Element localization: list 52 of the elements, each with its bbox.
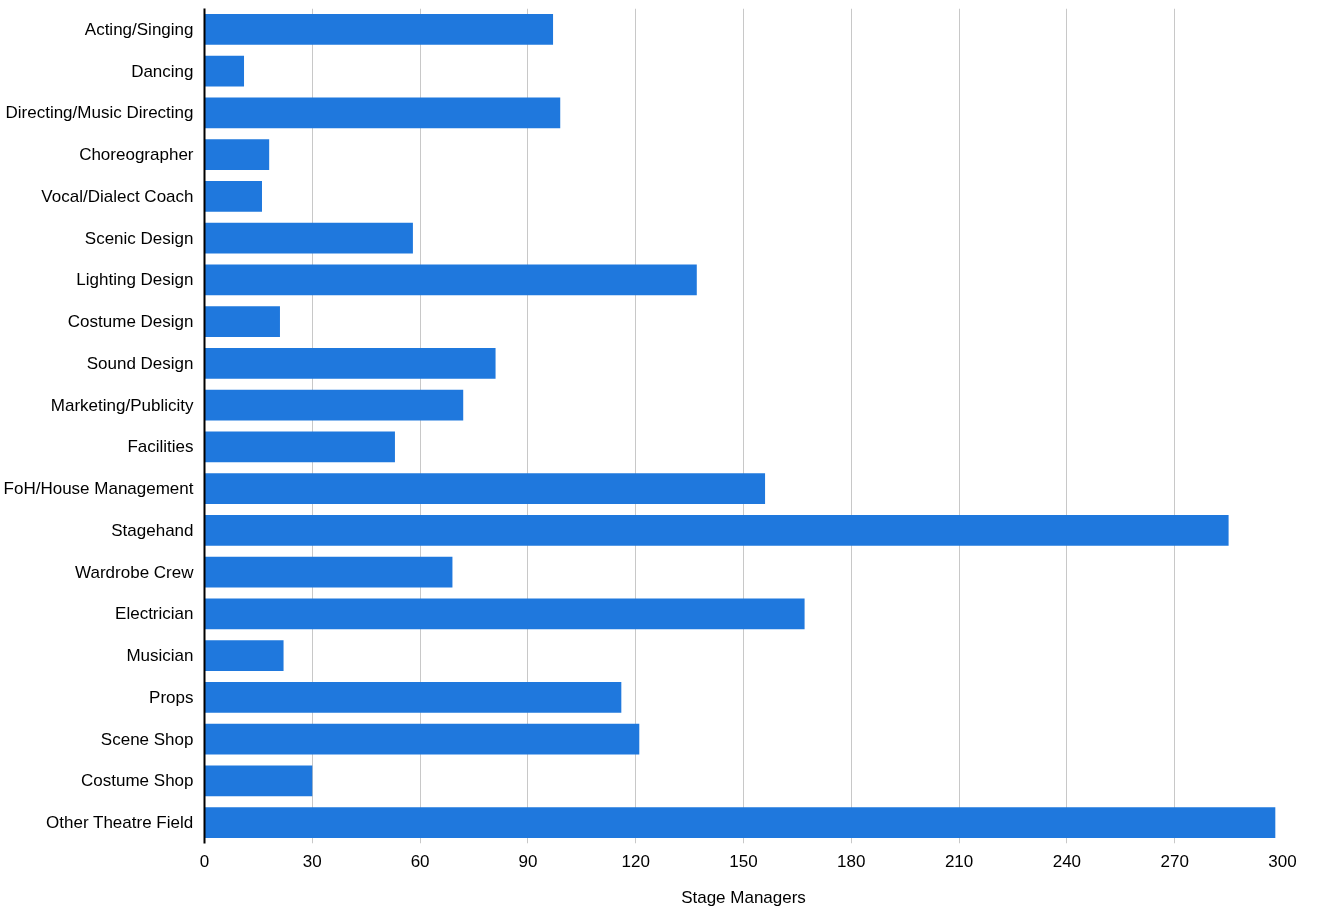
x-tick-label: 300	[1268, 851, 1297, 871]
y-tick-label: Wardrobe Crew	[75, 562, 195, 582]
y-tick-label: Lighting Design	[76, 270, 194, 290]
y-tick-label: Props	[149, 687, 194, 707]
y-tick-label: Marketing/Publicity	[50, 395, 194, 415]
bar	[204, 347, 496, 379]
x-tick-label: 120	[621, 851, 650, 871]
bar	[204, 97, 561, 129]
bar	[204, 222, 413, 254]
x-tick-label: 60	[410, 851, 430, 871]
y-tick-label: Vocal/Dialect Coach	[41, 186, 194, 206]
y-tick-label: Costume Shop	[81, 771, 194, 791]
x-tick-label: 270	[1160, 851, 1189, 871]
x-tick-label: 30	[302, 851, 322, 871]
bar	[204, 180, 262, 212]
bar	[204, 681, 622, 713]
x-tick-label: 150	[729, 851, 758, 871]
y-tick-label: Costume Design	[67, 312, 194, 332]
y-tick-label: Stagehand	[111, 520, 194, 540]
bar	[204, 55, 245, 87]
y-tick-label: Scene Shop	[100, 729, 194, 749]
y-tick-label: Musician	[126, 646, 194, 666]
bar	[204, 264, 697, 296]
bar	[204, 598, 805, 630]
bar	[204, 306, 280, 338]
y-tick-label: FoH/House Management	[3, 479, 194, 499]
x-tick-label: 0	[199, 851, 210, 871]
y-tick-label: Choreographer	[79, 145, 194, 165]
bar	[204, 13, 554, 45]
x-tick-label: 210	[944, 851, 974, 871]
x-axis-title: Stage Managers	[681, 887, 806, 907]
y-tick-label: Acting/Singing	[84, 19, 194, 39]
bar	[204, 807, 1276, 839]
bar	[204, 723, 640, 755]
bar	[204, 765, 313, 797]
bar	[204, 431, 395, 463]
y-tick-label: Facilities	[127, 437, 194, 457]
x-tick-label: 180	[837, 851, 866, 871]
bar	[204, 640, 284, 672]
y-tick-label: Scenic Design	[84, 228, 194, 248]
y-tick-label: Directing/Music Directing	[5, 103, 194, 123]
x-tick-label: 240	[1052, 851, 1082, 871]
bar	[204, 514, 1229, 546]
y-tick-label: Other Theatre Field	[46, 813, 194, 833]
bar	[204, 556, 453, 588]
x-tick-label: 90	[518, 851, 538, 871]
bar	[204, 389, 464, 421]
bar	[204, 473, 766, 505]
bar	[204, 139, 270, 171]
y-tick-label: Electrician	[115, 604, 194, 624]
y-tick-label: Dancing	[131, 61, 194, 81]
y-tick-label: Sound Design	[86, 353, 194, 373]
